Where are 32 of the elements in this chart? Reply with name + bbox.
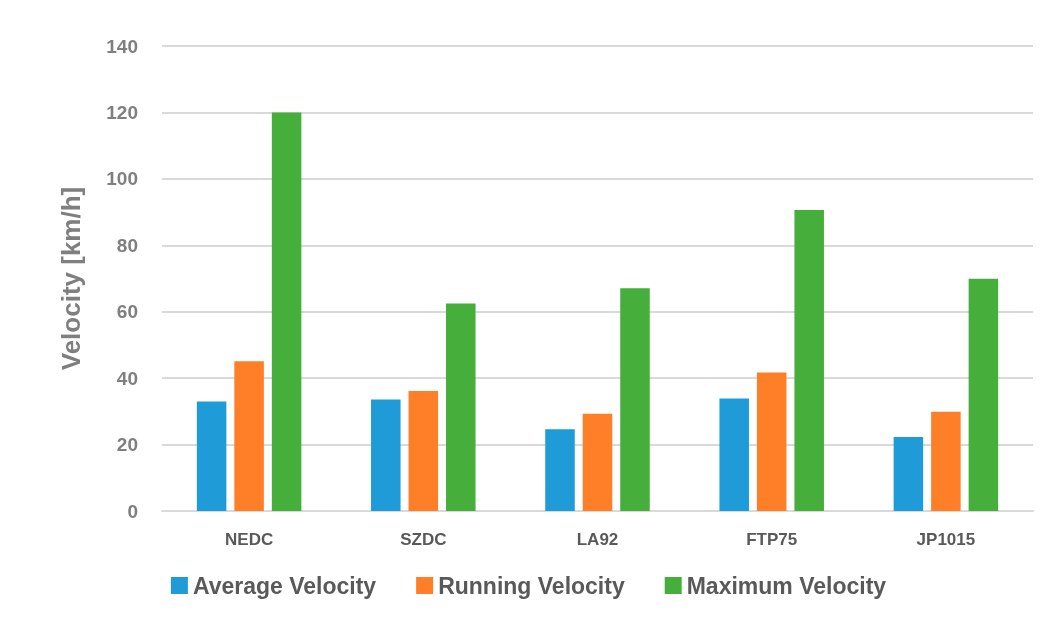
bar <box>545 429 575 511</box>
y-tick-label: 80 <box>116 234 138 256</box>
y-tick-label: 20 <box>116 434 138 456</box>
y-tick-label: 0 <box>127 500 138 522</box>
bar <box>620 288 650 511</box>
y-tick-label: 40 <box>116 367 138 389</box>
x-tick-label: LA92 <box>576 530 619 549</box>
bar <box>196 401 227 511</box>
y-tick-label: 120 <box>106 101 138 123</box>
x-tick-label: JP1015 <box>916 530 976 549</box>
y-tick-label: 100 <box>106 168 138 190</box>
bar <box>408 391 439 511</box>
bar <box>446 303 476 511</box>
y-tick-label: 60 <box>116 301 138 323</box>
bar <box>271 112 302 511</box>
bar <box>968 278 999 511</box>
bar <box>719 398 749 511</box>
y-tick-label: 140 <box>106 35 138 57</box>
bar <box>234 361 264 511</box>
bar <box>582 413 613 511</box>
bar <box>371 399 401 511</box>
legend-label: Running Velocity <box>438 572 625 599</box>
bar <box>893 436 924 511</box>
legend-label: Maximum Velocity <box>686 572 887 599</box>
bar <box>756 372 787 511</box>
bar <box>794 210 824 511</box>
x-tick-label: NEDC <box>225 530 274 549</box>
y-axis-title: Velocity [km/h] <box>56 186 86 371</box>
bar <box>931 411 961 511</box>
legend-label: Average Velocity <box>192 572 377 599</box>
x-tick-label: SZDC <box>400 530 447 549</box>
x-tick-label: FTP75 <box>746 530 798 549</box>
